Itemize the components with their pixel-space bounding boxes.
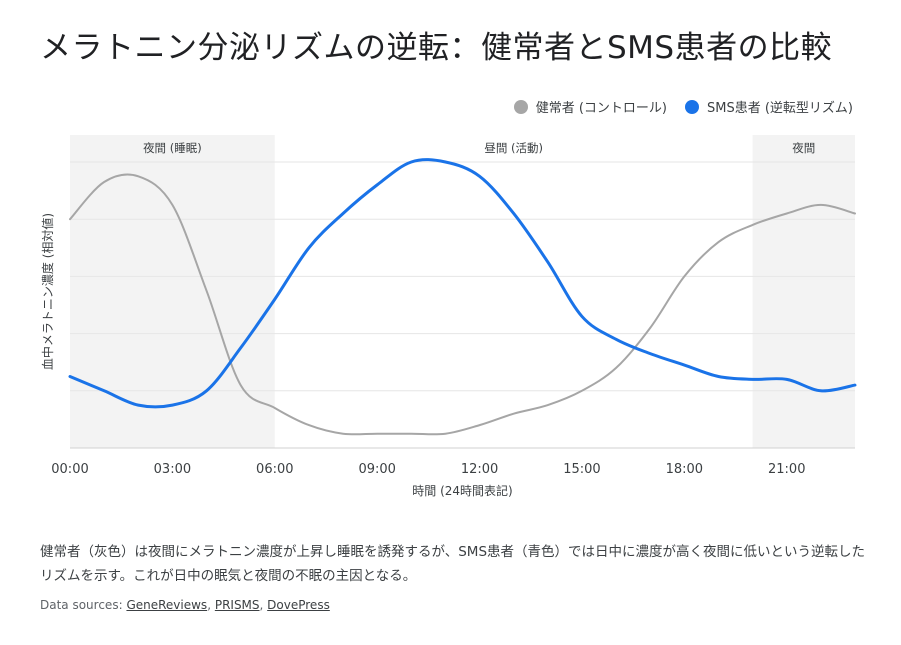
sources-prefix: Data sources:	[40, 598, 127, 612]
x-tick-label-2: 06:00	[256, 462, 293, 477]
region-band-2	[752, 135, 855, 448]
legend-dot-control	[513, 99, 528, 114]
legend-item-sms[interactable]: SMS患者 (逆転型リズム)	[685, 97, 853, 116]
x-tick-label-6: 18:00	[666, 462, 703, 477]
source-link-prisms[interactable]: PRISMS	[214, 598, 260, 612]
x-tick-label-3: 09:00	[358, 462, 395, 477]
y-axis-title: 血中メラトニン濃度 (相対値)	[40, 213, 55, 370]
x-tick-label-5: 15:00	[563, 462, 600, 477]
series-line-control	[69, 173, 856, 436]
x-axis-title: 時間 (24時間表記)	[412, 483, 512, 498]
series-line-sms	[68, 158, 857, 409]
legend-dot-sms	[685, 99, 699, 114]
data-sources: Data sources: GeneReviews, PRISMS, DoveP…	[40, 598, 330, 612]
chart-caption: 健常者（灰色）は夜間にメラトニン濃度が上昇し睡眠を誘発するが、SMS患者（青色）…	[40, 544, 866, 584]
x-tick-label-4: 12:00	[461, 462, 498, 477]
x-tick-label-0: 00:00	[51, 462, 88, 477]
x-tick-label-7: 21:00	[768, 462, 805, 477]
legend-label-control: 健常者 (コントロール)	[535, 101, 667, 116]
region-label-1: 昼間 (活動)	[484, 141, 543, 155]
source-link-dovepress[interactable]: DovePress	[267, 598, 330, 612]
legend-label-sms: SMS患者 (逆転型リズム)	[707, 101, 853, 116]
x-tick-label-1: 03:00	[154, 462, 191, 477]
source-link-genereviews[interactable]: GeneReviews	[126, 598, 208, 612]
region-band-0	[70, 135, 275, 448]
region-label-2: 夜間	[792, 141, 815, 155]
region-label-0: 夜間 (睡眠)	[143, 141, 202, 155]
melatonin-line-chart: 夜間 (睡眠) 昼間 (活動) 夜間 00:00 03:00 06:00 09:00 12:0…	[40, 135, 857, 498]
chart-legend: 健常者 (コントロール) SMS患者 (逆転型リズム)	[513, 97, 853, 116]
legend-item-control[interactable]: 健常者 (コントロール)	[513, 97, 667, 116]
chart-title: メラトニン分泌リズムの逆転：健常者とSMS患者の比較	[40, 30, 833, 66]
